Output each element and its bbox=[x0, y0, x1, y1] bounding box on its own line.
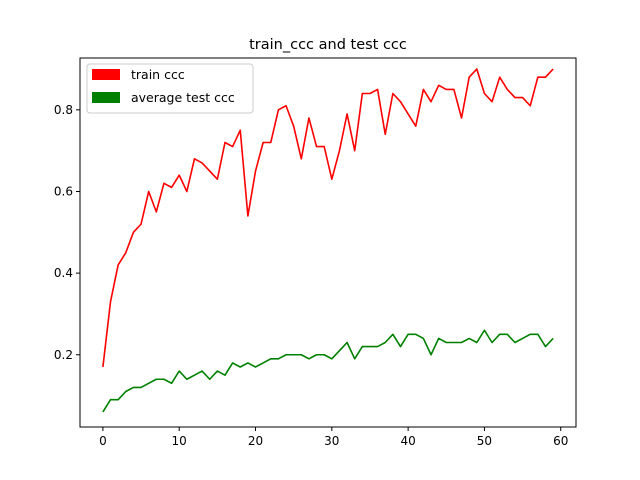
y-tick-label: 0.8 bbox=[54, 103, 73, 117]
series-line-average-test-ccc bbox=[102, 329, 554, 413]
x-tick-label: 60 bbox=[553, 434, 568, 448]
x-tick-label: 30 bbox=[324, 434, 339, 448]
y-tick-label: 0.6 bbox=[54, 184, 73, 198]
y-tick-label: 0.4 bbox=[54, 266, 73, 280]
legend: train ccc average test ccc bbox=[86, 63, 254, 114]
series-line-train-ccc bbox=[102, 68, 554, 368]
x-tick-label: 10 bbox=[172, 434, 187, 448]
y-axis: 0.2 0.4 0.6 0.8 bbox=[54, 103, 80, 362]
chart-title: train_ccc and test ccc bbox=[249, 37, 407, 53]
x-tick-label: 20 bbox=[248, 434, 263, 448]
legend-swatch-train-ccc bbox=[92, 69, 120, 80]
x-tick-label: 0 bbox=[99, 434, 107, 448]
y-tick-label: 0.2 bbox=[54, 348, 73, 362]
axes-frame bbox=[79, 57, 577, 428]
legend-frame bbox=[86, 63, 254, 114]
legend-swatch-average-test-ccc bbox=[92, 92, 120, 103]
x-tick-label: 50 bbox=[477, 434, 492, 448]
legend-label-train-ccc: train ccc bbox=[131, 67, 185, 82]
plot-lines bbox=[102, 68, 554, 413]
x-tick-label: 40 bbox=[400, 434, 415, 448]
x-axis: 0 10 20 30 40 50 60 bbox=[99, 427, 568, 448]
legend-label-average-test-ccc: average test ccc bbox=[131, 90, 235, 105]
